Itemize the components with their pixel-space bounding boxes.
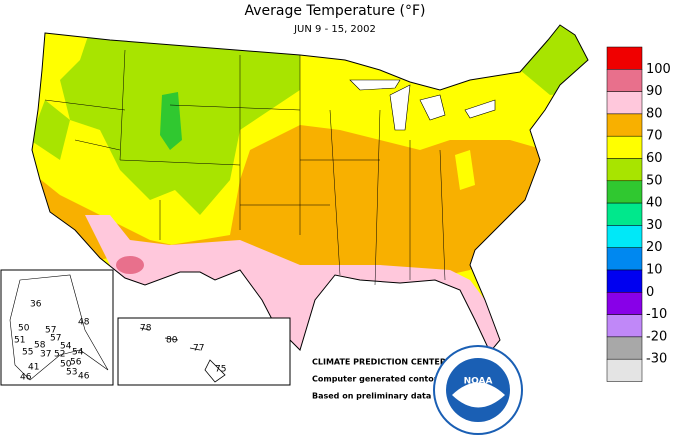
station-value: 36 [30, 300, 42, 310]
station-value: 46 [20, 373, 32, 383]
subtitle: JUN 9 - 15, 2002 [293, 24, 376, 35]
legend-label: 10 [646, 263, 663, 278]
legend-label: 20 [646, 240, 663, 255]
zone-40s [160, 92, 182, 150]
legend-label: -10 [646, 307, 667, 322]
legend-label: 90 [646, 84, 663, 99]
station-value: 51 [14, 336, 25, 346]
zone-70s [32, 125, 545, 290]
legend-label: 40 [646, 196, 663, 211]
legend-label: 60 [646, 151, 663, 166]
us-outline [31, 24, 589, 353]
station-value: 54 [60, 342, 72, 352]
legend-swatch [606, 135, 643, 159]
logo-text: NOAA [464, 377, 493, 387]
legend-swatch [606, 180, 643, 204]
alaska-inset [0, 269, 114, 386]
great-lakes [349, 79, 496, 131]
legend-label: -30 [646, 352, 667, 367]
legend-swatch [606, 113, 643, 137]
alaska-outline [9, 274, 109, 381]
legend-swatch [606, 225, 643, 248]
station-value: 56 [70, 358, 82, 368]
station-value: 77 [193, 344, 204, 354]
legend-swatch [606, 336, 643, 360]
legend-swatch [606, 358, 643, 382]
legend-swatch [606, 69, 643, 92]
station-value: 57 [50, 334, 61, 344]
hawaii-outline [139, 327, 226, 383]
legend-swatch [606, 247, 643, 271]
credit-line: CLIMATE PREDICTION CENTER, NOAA [312, 358, 478, 367]
legend-swatch [606, 269, 643, 293]
credits: CLIMATE PREDICTION CENTER, NOAA Computer … [312, 358, 478, 401]
legend-swatch [606, 314, 643, 338]
legend-swatch [606, 158, 643, 182]
station-value: 53 [66, 368, 77, 378]
zone-90s [116, 256, 144, 274]
station-value: 80 [166, 336, 178, 346]
station-value: 55 [22, 348, 33, 358]
station-value: 50 [18, 324, 30, 334]
station-value: 78 [140, 324, 152, 334]
legend-swatch [606, 91, 643, 115]
station-value: 41 [28, 363, 39, 373]
station-value: 52 [54, 350, 65, 360]
legend-label: 0 [646, 285, 654, 300]
title: Average Temperature (°F) [244, 3, 425, 19]
station-value: 37 [40, 350, 51, 360]
legend-swatch [606, 202, 643, 226]
zone-60s-app [455, 150, 475, 190]
legend-label: 30 [646, 218, 663, 233]
station-value: 75 [215, 365, 226, 375]
state-lines [44, 49, 446, 286]
credit-line: Based on preliminary data [312, 392, 431, 401]
zone-50s-coast [32, 100, 70, 160]
logo-bird [452, 382, 505, 408]
station-value: 57 [45, 326, 56, 336]
station-value: 50 [60, 360, 72, 370]
legend-label: -20 [646, 329, 667, 344]
legend-label: 100 [646, 62, 671, 77]
station-value: 58 [34, 341, 46, 351]
legend-swatch [606, 292, 643, 315]
legend-swatch [606, 46, 643, 70]
station-value: 46 [78, 372, 90, 382]
legend-label: 50 [646, 173, 663, 188]
station-value: 48 [78, 318, 90, 328]
legend-label: 80 [646, 106, 663, 121]
station-value: 54 [72, 348, 84, 358]
noaa-logo: NOAA [433, 345, 523, 435]
credit-line: Computer generated contours [312, 375, 448, 384]
legend-label: 70 [646, 129, 663, 144]
